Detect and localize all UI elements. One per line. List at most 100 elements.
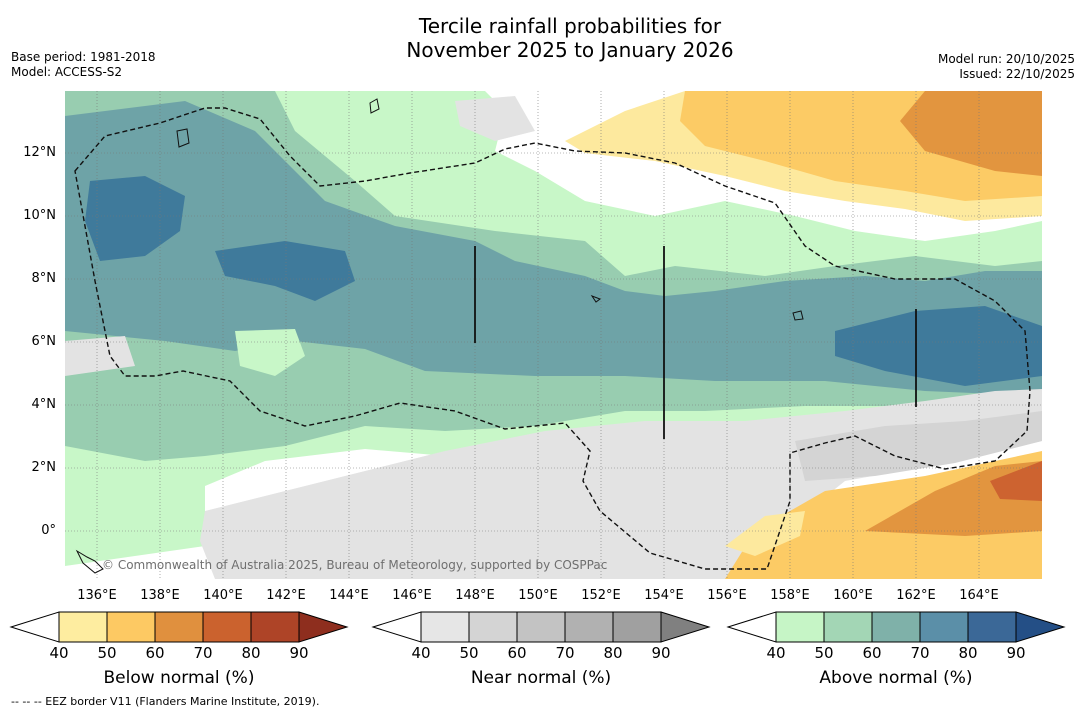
title-line-2: November 2025 to January 2026 xyxy=(406,38,734,62)
cb-near-seg-3 xyxy=(516,611,566,643)
eez-border-west xyxy=(74,107,1031,570)
metadata-left: Base period: 1981-2018 Model: ACCESS-S2 xyxy=(11,50,156,80)
cb-near-seg-2 xyxy=(468,611,518,643)
cb-below-seg-2 xyxy=(106,611,156,643)
cb-near-tick-50: 50 xyxy=(459,644,479,662)
map-canvas xyxy=(65,91,1042,579)
lat-label-2n: 2°N xyxy=(31,460,57,475)
colorbar-near-normal-graphic xyxy=(371,611,711,643)
cb-above-seg-5 xyxy=(967,611,1017,643)
cb-below-seg-5 xyxy=(250,611,300,643)
cb-above-seg-4 xyxy=(919,611,969,643)
below-normal-70-region-south xyxy=(990,461,1042,501)
above-normal-80-region-west xyxy=(85,176,185,261)
lat-label-10n: 10°N xyxy=(23,208,56,223)
cb-above-seg-2 xyxy=(823,611,873,643)
colorbar-above-normal xyxy=(726,611,1066,643)
cb-near-tick-40: 40 xyxy=(411,644,431,662)
cb-near-cap-high xyxy=(660,611,711,643)
colorbar-above-normal-graphic xyxy=(726,611,1066,643)
lon-label-142e: 142°E xyxy=(266,588,306,603)
cb-below-cap-high xyxy=(298,611,349,643)
cb-below-tick-70: 70 xyxy=(193,644,213,662)
lon-label-158e: 158°E xyxy=(770,588,810,603)
title-line-1: Tercile rainfall probabilities for xyxy=(418,14,722,38)
islands xyxy=(75,98,804,574)
island-marker-3 xyxy=(792,310,804,321)
metadata-right: Model run: 20/10/2025 Issued: 22/10/2025 xyxy=(938,52,1075,82)
base-period: Base period: 1981-2018 xyxy=(11,50,156,64)
cb-below-cap-low xyxy=(9,611,60,643)
cb-below-tick-80: 80 xyxy=(241,644,261,662)
lat-label-8n: 8°N xyxy=(31,271,57,286)
cb-near-seg-5 xyxy=(612,611,662,643)
island-marker-1 xyxy=(369,98,380,114)
island-marker-5 xyxy=(590,294,602,303)
cb-below-seg-3 xyxy=(154,611,204,643)
cb-below-tick-50: 50 xyxy=(97,644,117,662)
cb-above-tick-80: 80 xyxy=(958,644,978,662)
lat-label-4n: 4°N xyxy=(31,397,57,412)
map-title: Tercile rainfall probabilities for Novem… xyxy=(0,14,1085,62)
cb-above-seg-3 xyxy=(871,611,921,643)
lat-label-0: 0° xyxy=(41,523,56,538)
lon-label-156e: 156°E xyxy=(707,588,747,603)
cb-near-tick-70: 70 xyxy=(555,644,575,662)
cb-above-tick-70: 70 xyxy=(910,644,930,662)
cb-near-cap-low xyxy=(371,611,422,643)
colorbar-below-normal-graphic xyxy=(9,611,349,643)
lon-label-140e: 140°E xyxy=(203,588,243,603)
above-normal-50-patch xyxy=(235,329,305,376)
copyright-notice: © Commonwealth of Australia 2025, Bureau… xyxy=(102,558,608,572)
graticule xyxy=(65,91,1042,579)
cb-above-tick-90: 90 xyxy=(1006,644,1026,662)
issued-date: Issued: 22/10/2025 xyxy=(959,67,1075,81)
cb-below-seg-1 xyxy=(58,611,108,643)
colorbar-below-normal xyxy=(9,611,349,643)
lon-label-150e: 150°E xyxy=(518,588,558,603)
lon-label-146e: 146°E xyxy=(392,588,432,603)
model-name: Model: ACCESS-S2 xyxy=(11,65,123,79)
lon-label-162e: 162°E xyxy=(896,588,936,603)
lon-label-144e: 144°E xyxy=(329,588,369,603)
lon-label-152e: 152°E xyxy=(581,588,621,603)
cb-above-title: Above normal (%) xyxy=(819,668,973,688)
island-marker-2 xyxy=(176,128,190,148)
eez-legend-note: -- -- -- EEZ border V11 (Flanders Marine… xyxy=(11,695,320,708)
colorbar-near-normal xyxy=(371,611,711,643)
lon-label-154e: 154°E xyxy=(644,588,684,603)
cb-near-seg-1 xyxy=(420,611,470,643)
cb-above-tick-40: 40 xyxy=(766,644,786,662)
cb-above-cap-high xyxy=(1015,611,1066,643)
above-normal-80-region-central xyxy=(215,241,355,301)
near-normal-60-region-east xyxy=(795,411,1042,481)
cb-below-title: Below normal (%) xyxy=(103,668,255,688)
cb-near-tick-60: 60 xyxy=(507,644,527,662)
cb-near-tick-80: 80 xyxy=(603,644,623,662)
below-normal-60-region-north xyxy=(900,91,1042,176)
lon-label-136e: 136°E xyxy=(77,588,117,603)
lon-label-160e: 160°E xyxy=(833,588,873,603)
island-marker-4 xyxy=(75,549,104,574)
cb-below-tick-90: 90 xyxy=(289,644,309,662)
cb-below-tick-60: 60 xyxy=(145,644,165,662)
cb-above-tick-60: 60 xyxy=(862,644,882,662)
below-normal-40-region-south xyxy=(725,511,805,556)
boundary-segments xyxy=(474,246,917,439)
lon-label-138e: 138°E xyxy=(140,588,180,603)
cb-near-seg-4 xyxy=(564,611,614,643)
lat-label-12n: 12°N xyxy=(23,145,56,160)
above-normal-80-region-east xyxy=(835,306,1042,386)
model-run: Model run: 20/10/2025 xyxy=(937,52,1075,66)
lon-label-164e: 164°E xyxy=(959,588,999,603)
above-normal-70-region xyxy=(65,101,1042,396)
cb-near-tick-90: 90 xyxy=(651,644,671,662)
cb-near-title: Near normal (%) xyxy=(470,668,612,688)
cb-above-seg-1 xyxy=(775,611,825,643)
near-normal-region-north xyxy=(455,96,535,141)
cb-below-tick-40: 40 xyxy=(49,644,69,662)
cb-above-cap-low xyxy=(726,611,777,643)
lon-label-148e: 148°E xyxy=(455,588,495,603)
cb-above-tick-50: 50 xyxy=(814,644,834,662)
eez-borders xyxy=(74,107,1031,570)
